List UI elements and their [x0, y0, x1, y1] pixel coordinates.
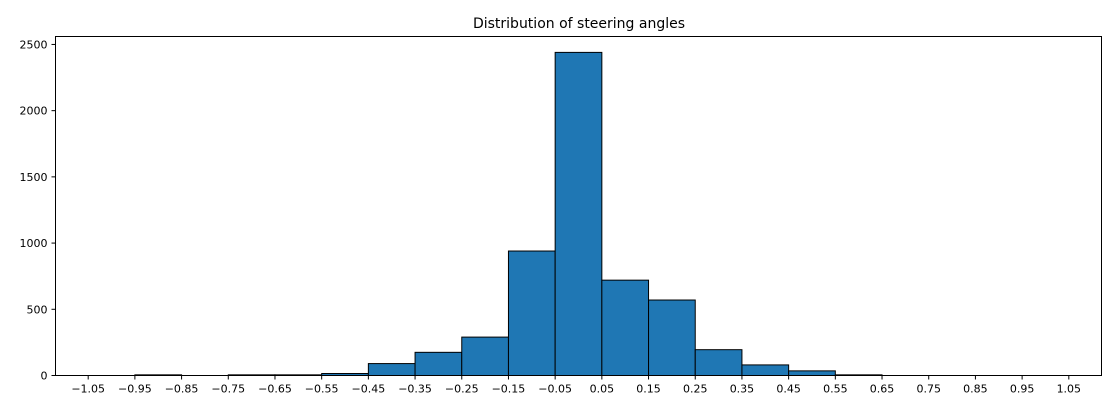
x-axis: −1.05 −0.95 −0.85 −0.75 −0.65 −0.55 −0.45 −0.35…: [71, 375, 1082, 396]
y-tick-label: 500: [27, 303, 48, 316]
y-axis: 0 500 1000 1500 2000 2500: [20, 38, 56, 383]
x-tick-label: −0.45: [352, 383, 386, 396]
x-tick-label: 0.45: [776, 383, 801, 396]
x-tick-label: 0.35: [730, 383, 755, 396]
histogram-bar: [741, 364, 790, 376]
histogram-bar: [648, 299, 696, 376]
x-tick-label: −0.25: [445, 383, 479, 396]
histogram-bar: [788, 370, 836, 376]
y-tick-label: 0: [41, 370, 48, 383]
x-tick-label: 1.05: [1057, 383, 1082, 396]
x-tick-label: 0.15: [636, 383, 661, 396]
histogram-bar: [507, 250, 556, 376]
x-tick-label: −1.05: [71, 383, 105, 396]
x-tick-label: −0.75: [211, 383, 245, 396]
plot-frame: [55, 36, 1102, 376]
x-tick-label: 0.25: [683, 383, 708, 396]
histogram-bar: [461, 336, 509, 376]
histogram-bar: [554, 51, 603, 376]
x-tick-label: 0.95: [1010, 383, 1035, 396]
x-tick-label: 0.65: [870, 383, 895, 396]
histogram-bar: [601, 279, 650, 376]
x-tick-label: −0.95: [118, 383, 152, 396]
x-tick-label: −0.65: [258, 383, 292, 396]
x-tick-label: 0.55: [823, 383, 848, 396]
bars-group: [134, 51, 883, 376]
y-tick-label: 2500: [20, 38, 48, 51]
y-tick-label: 1500: [20, 171, 48, 184]
y-tick-label: 2000: [20, 105, 48, 118]
x-tick-label: −0.85: [165, 383, 199, 396]
x-tick-label: 0.75: [916, 383, 941, 396]
chart-title: Distribution of steering angles: [473, 16, 685, 32]
histogram-bar: [414, 351, 463, 376]
histogram-bar: [694, 349, 743, 376]
x-tick-label: −0.15: [492, 383, 526, 396]
x-tick-label: −0.55: [305, 383, 339, 396]
x-tick-label: −0.35: [398, 383, 432, 396]
y-tick-label: 1000: [20, 237, 48, 250]
x-tick-label: 0.85: [963, 383, 988, 396]
histogram-bar: [367, 363, 416, 376]
x-tick-label: −0.05: [538, 383, 572, 396]
x-tick-label: 0.05: [590, 383, 615, 396]
